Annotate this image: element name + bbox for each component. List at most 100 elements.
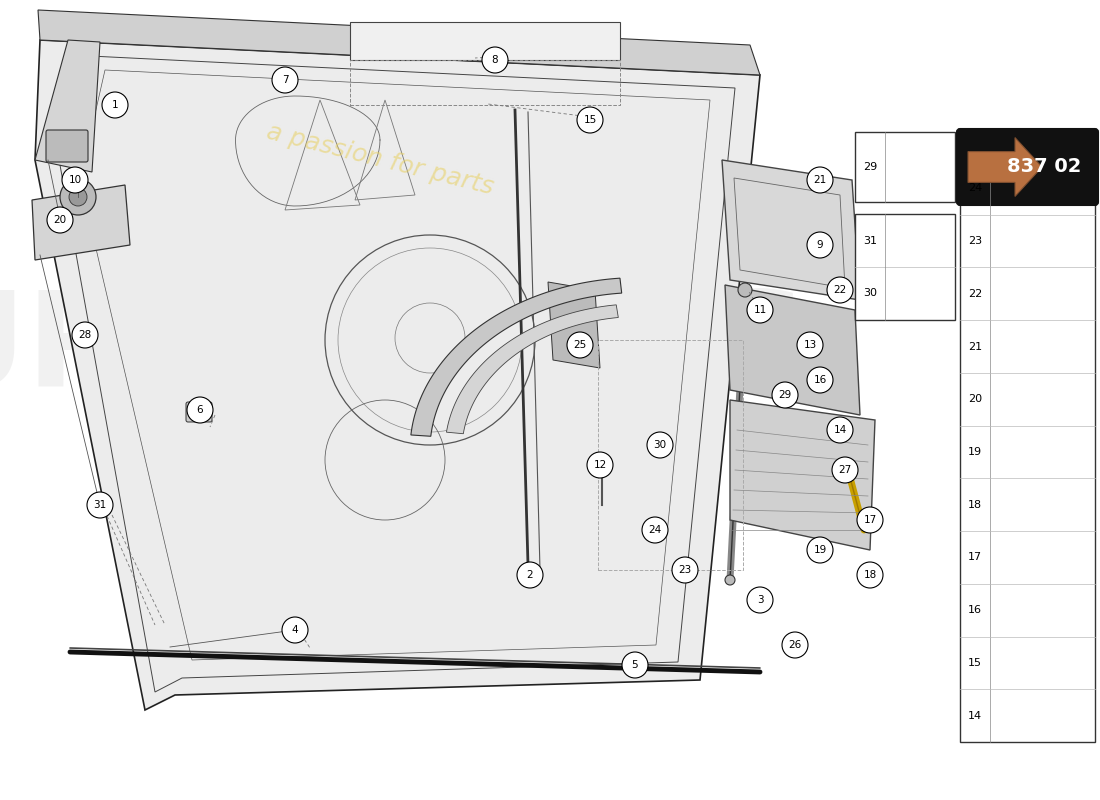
Text: 30: 30 <box>653 440 667 450</box>
Text: 22: 22 <box>968 289 982 299</box>
Text: 15: 15 <box>968 658 982 668</box>
Bar <box>855 214 955 320</box>
Circle shape <box>857 562 883 588</box>
Polygon shape <box>39 10 760 75</box>
Circle shape <box>62 167 88 193</box>
Text: 4: 4 <box>292 625 298 635</box>
Circle shape <box>642 517 668 543</box>
Circle shape <box>187 397 213 423</box>
Circle shape <box>725 575 735 585</box>
Circle shape <box>747 587 773 613</box>
Polygon shape <box>968 138 1042 196</box>
Circle shape <box>566 332 593 358</box>
Text: 1: 1 <box>112 100 119 110</box>
Circle shape <box>621 652 648 678</box>
Text: 16: 16 <box>813 375 826 385</box>
Text: 24: 24 <box>648 525 661 535</box>
Text: 21: 21 <box>968 342 982 351</box>
Circle shape <box>517 562 543 588</box>
Circle shape <box>578 107 603 133</box>
Text: 837 02: 837 02 <box>1006 158 1081 177</box>
Text: 14: 14 <box>834 425 847 435</box>
Circle shape <box>47 207 73 233</box>
Polygon shape <box>548 282 600 368</box>
Circle shape <box>102 92 128 118</box>
Text: 19: 19 <box>813 545 826 555</box>
Text: a passion for parts: a passion for parts <box>264 120 496 200</box>
Text: 13: 13 <box>803 340 816 350</box>
Polygon shape <box>447 305 618 434</box>
Polygon shape <box>35 40 760 710</box>
Text: 23: 23 <box>679 565 692 575</box>
Bar <box>855 132 955 202</box>
Circle shape <box>772 382 798 408</box>
Polygon shape <box>411 278 621 436</box>
Text: 11: 11 <box>754 305 767 315</box>
Circle shape <box>782 632 808 658</box>
Text: 17: 17 <box>864 515 877 525</box>
Circle shape <box>827 277 853 303</box>
Circle shape <box>282 617 308 643</box>
Circle shape <box>587 452 613 478</box>
Text: 7: 7 <box>282 75 288 85</box>
Text: 19: 19 <box>968 447 982 457</box>
Polygon shape <box>730 400 875 550</box>
Circle shape <box>747 297 773 323</box>
Text: 10: 10 <box>68 175 81 185</box>
Circle shape <box>72 322 98 348</box>
Text: EUROSPARES: EUROSPARES <box>0 286 810 414</box>
Polygon shape <box>725 285 860 415</box>
Circle shape <box>738 283 752 297</box>
Text: 12: 12 <box>593 460 606 470</box>
Circle shape <box>482 47 508 73</box>
Text: 29: 29 <box>862 162 877 172</box>
Text: 27: 27 <box>838 465 851 475</box>
Text: 28: 28 <box>78 330 91 340</box>
Text: 20: 20 <box>54 215 67 225</box>
Circle shape <box>857 507 883 533</box>
Text: 31: 31 <box>864 235 877 246</box>
Bar <box>598 340 743 570</box>
Text: 3: 3 <box>757 595 763 605</box>
FancyBboxPatch shape <box>186 402 212 422</box>
Circle shape <box>87 492 113 518</box>
Circle shape <box>827 417 853 443</box>
Text: 16: 16 <box>968 605 982 615</box>
Bar <box>350 22 620 60</box>
Text: 14: 14 <box>968 710 982 721</box>
Circle shape <box>807 232 833 258</box>
Text: 30: 30 <box>864 289 877 298</box>
FancyBboxPatch shape <box>46 130 88 162</box>
Text: 18: 18 <box>864 570 877 580</box>
Polygon shape <box>722 160 860 300</box>
Text: 26: 26 <box>789 640 802 650</box>
Polygon shape <box>32 185 130 260</box>
Circle shape <box>798 332 823 358</box>
Text: 15: 15 <box>583 115 596 125</box>
Text: 29: 29 <box>779 390 792 400</box>
Text: 22: 22 <box>834 285 847 295</box>
Text: 8: 8 <box>492 55 498 65</box>
Text: 25: 25 <box>573 340 586 350</box>
Text: 20: 20 <box>968 394 982 404</box>
Circle shape <box>596 459 608 471</box>
Circle shape <box>807 367 833 393</box>
Text: 17: 17 <box>968 553 982 562</box>
Text: 6: 6 <box>197 405 204 415</box>
Text: 2: 2 <box>527 570 534 580</box>
Text: 5: 5 <box>631 660 638 670</box>
Circle shape <box>60 179 96 215</box>
Bar <box>960 162 1094 742</box>
Text: 9: 9 <box>816 240 823 250</box>
Circle shape <box>672 557 698 583</box>
Text: 24: 24 <box>968 183 982 194</box>
Circle shape <box>807 537 833 563</box>
FancyBboxPatch shape <box>957 129 1098 205</box>
Circle shape <box>832 457 858 483</box>
Text: 23: 23 <box>968 236 982 246</box>
Bar <box>350 60 620 105</box>
Polygon shape <box>35 40 100 172</box>
Text: 21: 21 <box>813 175 826 185</box>
Circle shape <box>69 188 87 206</box>
Circle shape <box>807 167 833 193</box>
